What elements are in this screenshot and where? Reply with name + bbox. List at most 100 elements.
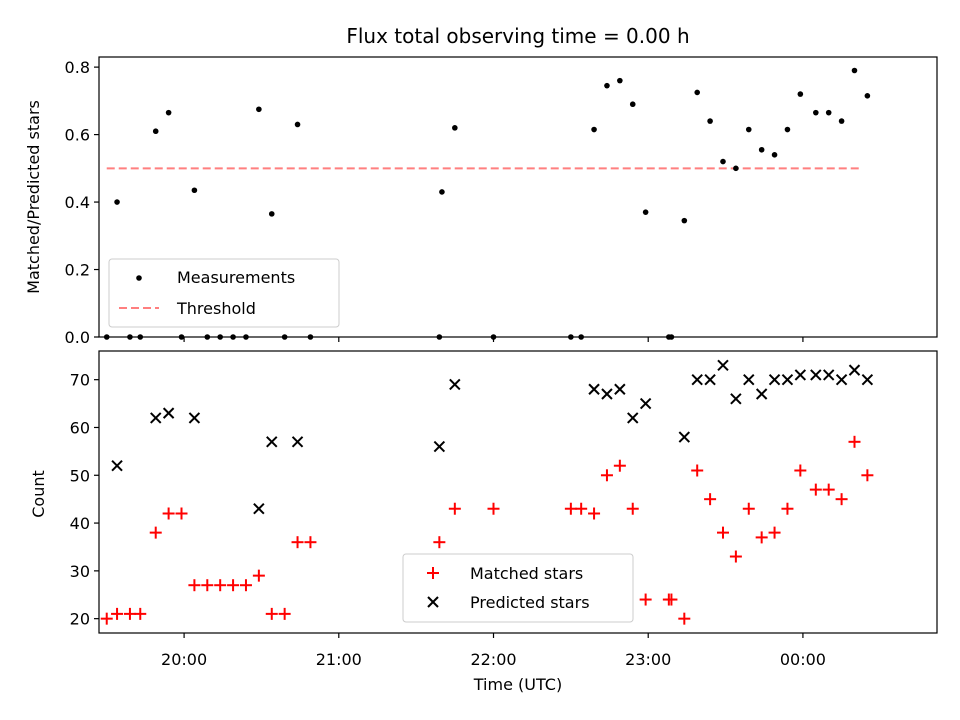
matched-star-point bbox=[678, 612, 691, 625]
top-y-tick-label: 0.2 bbox=[65, 261, 90, 280]
matched-star-point bbox=[265, 607, 278, 620]
matched-star-point bbox=[588, 507, 601, 520]
top-y-tick-label: 0.8 bbox=[65, 58, 90, 77]
bottom-marks-layer bbox=[100, 359, 874, 625]
legend-predicted-marker bbox=[427, 596, 439, 608]
bottom-y-tick-label: 40 bbox=[70, 514, 90, 533]
predicted-star-point bbox=[861, 373, 874, 386]
matched-star-point bbox=[100, 612, 113, 625]
predicted-star-point bbox=[162, 407, 175, 419]
matched-star-point bbox=[575, 502, 588, 515]
measurement-point bbox=[642, 209, 649, 215]
predicted-star-point bbox=[794, 369, 807, 381]
matched-star-point bbox=[794, 464, 807, 477]
predicted-star-point bbox=[717, 359, 729, 372]
top-y-tick-label: 0.4 bbox=[65, 193, 90, 212]
measurement-point bbox=[733, 165, 739, 172]
top-legend: Measurements Threshold bbox=[108, 258, 340, 328]
measurement-point bbox=[439, 189, 445, 195]
matched-star-point bbox=[149, 526, 162, 539]
predicted-star-point bbox=[743, 373, 755, 386]
legend-matched-label: Matched stars bbox=[470, 564, 583, 583]
predicted-star-point bbox=[678, 431, 691, 443]
predicted-star-point bbox=[781, 373, 794, 386]
predicted-star-point bbox=[639, 397, 652, 410]
measurement-point bbox=[629, 101, 636, 108]
predicted-star-point bbox=[755, 388, 768, 400]
bottom-x-ticks: 20:00 21:00 22:00 23:00 00:00 bbox=[161, 633, 826, 669]
predicted-star-point bbox=[627, 412, 639, 424]
matched-star-point bbox=[175, 507, 188, 520]
x-axis-label: Time (UTC) bbox=[473, 675, 562, 694]
measurement-point bbox=[707, 118, 713, 124]
top-y-tick-label: 0.6 bbox=[65, 126, 90, 145]
legend-measurements-label: Measurements bbox=[177, 268, 295, 287]
matched-star-point bbox=[613, 459, 626, 472]
measurement-point bbox=[268, 211, 275, 217]
top-axes-frame bbox=[98, 56, 938, 338]
x-tick-label: 22:00 bbox=[470, 650, 516, 669]
matched-star-point bbox=[665, 593, 678, 606]
measurement-point bbox=[191, 187, 198, 194]
matched-star-point bbox=[639, 593, 652, 606]
top-legend-box bbox=[108, 258, 340, 328]
measurement-point bbox=[745, 126, 752, 133]
predicted-star-point bbox=[691, 373, 703, 386]
predicted-star-point bbox=[111, 460, 123, 472]
legend-threshold-label: Threshold bbox=[176, 299, 256, 318]
measurement-point bbox=[256, 106, 262, 113]
matched-star-point bbox=[822, 483, 835, 496]
matched-star-point bbox=[278, 607, 291, 620]
predicted-star-point bbox=[433, 440, 446, 453]
predicted-star-point bbox=[768, 373, 781, 386]
top-panel: Matched/Predicted stars 0.00.20.40.60.8 … bbox=[24, 56, 938, 347]
predicted-star-point bbox=[188, 412, 201, 424]
bottom-y-axis-label: Count bbox=[29, 470, 48, 518]
measurement-point bbox=[825, 109, 832, 116]
matched-star-point bbox=[201, 579, 214, 592]
measurement-point bbox=[851, 67, 858, 74]
predicted-star-point bbox=[835, 373, 848, 386]
measurement-point bbox=[797, 91, 804, 97]
matched-star-point bbox=[691, 464, 704, 477]
predicted-star-point bbox=[150, 412, 162, 424]
x-tick-label: 20:00 bbox=[161, 650, 207, 669]
predicted-star-point bbox=[449, 378, 461, 391]
matched-star-point bbox=[227, 579, 240, 592]
matched-star-point bbox=[704, 493, 717, 506]
matched-star-point bbox=[291, 536, 304, 549]
matched-star-point bbox=[252, 569, 265, 582]
measurement-point bbox=[152, 128, 159, 135]
matched-star-point bbox=[755, 531, 768, 544]
x-tick-label: 00:00 bbox=[780, 650, 826, 669]
measurement-point bbox=[617, 77, 623, 84]
bottom-panel: Count 20 30 40 50 60 70 20:00 21:00 22:00 23:00 0… bbox=[29, 350, 938, 694]
matched-star-point bbox=[123, 607, 136, 620]
bottom-y-tick-label: 20 bbox=[70, 610, 90, 629]
matched-star-point bbox=[448, 502, 461, 515]
matched-star-point bbox=[809, 483, 822, 496]
top-y-axis-label: Matched/Predicted stars bbox=[24, 100, 43, 294]
matched-star-point bbox=[626, 502, 639, 515]
matched-star-point bbox=[111, 607, 124, 620]
matched-star-point bbox=[768, 526, 781, 539]
bottom-y-tick-label: 60 bbox=[70, 418, 90, 437]
measurement-point bbox=[720, 158, 726, 165]
top-x-ticks bbox=[183, 337, 804, 342]
matched-star-point bbox=[304, 536, 317, 549]
measurement-point bbox=[813, 109, 819, 116]
matched-star-point bbox=[600, 469, 613, 482]
measurement-point bbox=[771, 152, 778, 158]
bottom-y-ticks: 20 30 40 50 60 70 bbox=[70, 371, 99, 629]
predicted-star-point bbox=[810, 369, 822, 381]
predicted-star-point bbox=[601, 388, 613, 400]
x-tick-label: 21:00 bbox=[316, 650, 362, 669]
measurement-point bbox=[784, 126, 791, 133]
matched-star-point bbox=[134, 607, 147, 620]
matched-star-point bbox=[564, 502, 577, 515]
bottom-legend: Matched stars Predicted stars bbox=[402, 553, 634, 623]
predicted-star-point bbox=[614, 383, 626, 395]
measurement-point bbox=[864, 92, 871, 99]
measurement-point bbox=[165, 109, 172, 116]
